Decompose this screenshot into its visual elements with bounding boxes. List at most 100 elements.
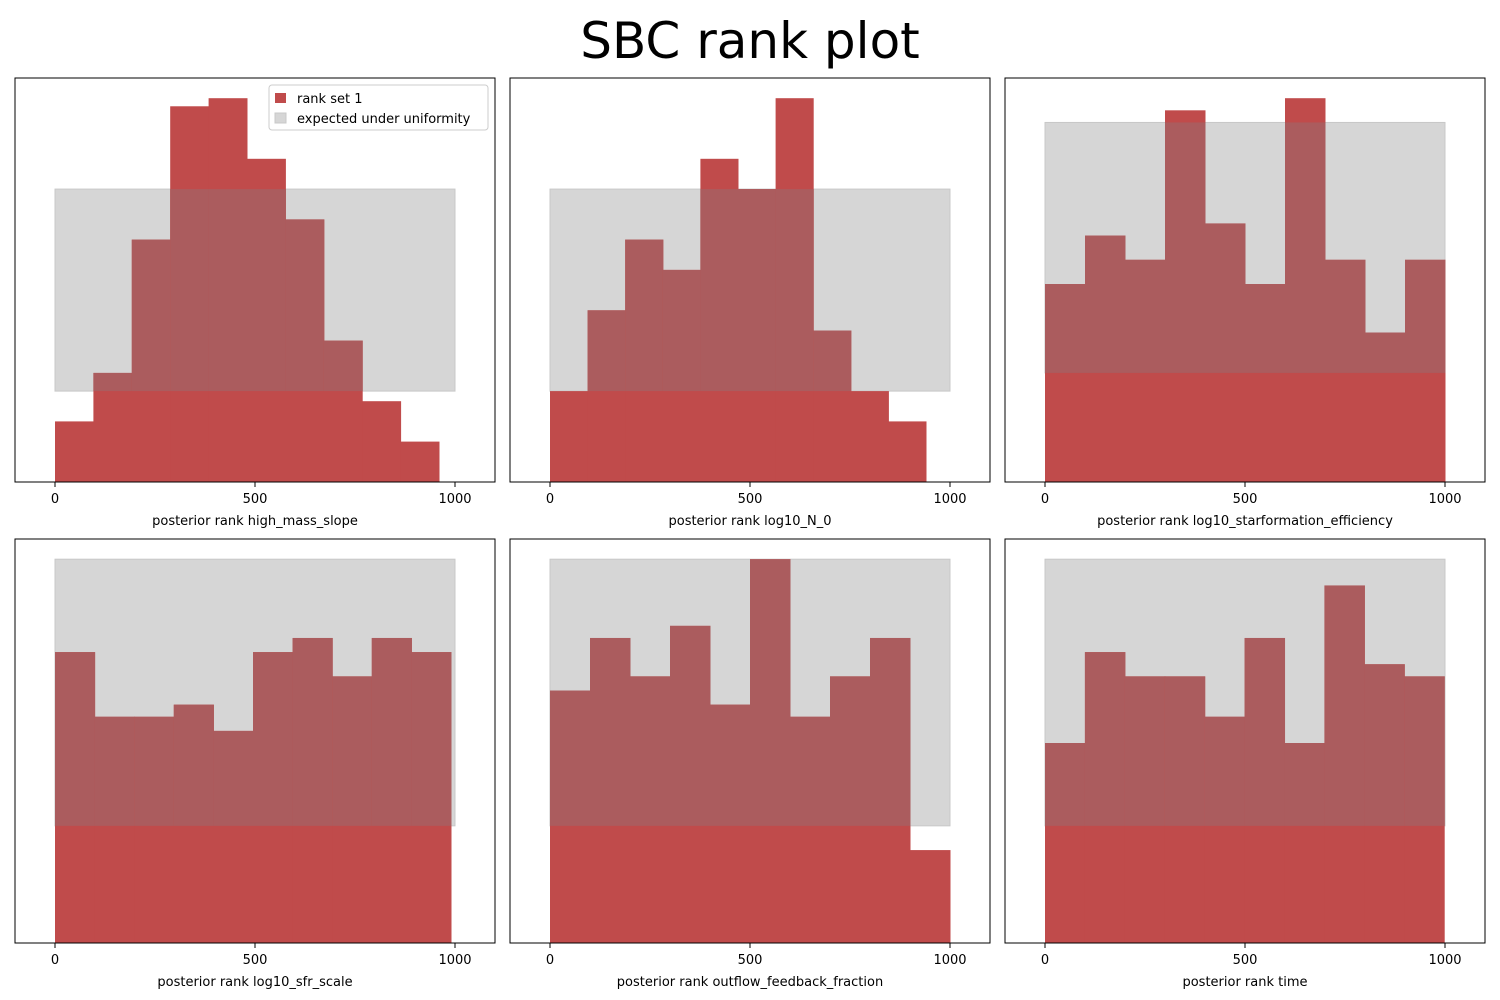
bar-overlap <box>587 310 626 392</box>
bar-overlap <box>1204 716 1246 826</box>
histogram-bar <box>55 421 94 482</box>
histogram-bar <box>332 676 373 943</box>
histogram-bar <box>738 189 777 482</box>
x-axis-label: posterior rank log10_N_0 <box>668 514 831 529</box>
histogram-bar <box>1045 284 1086 482</box>
histogram-bar <box>371 637 412 943</box>
bar-overlap <box>1285 122 1326 373</box>
histogram-bar <box>910 850 951 943</box>
x-tick-label: 1000 <box>438 953 471 968</box>
histogram-bar <box>1124 676 1166 943</box>
histogram-bar <box>1284 743 1325 943</box>
x-tick-label: 500 <box>243 492 268 507</box>
histogram-bar <box>1244 637 1286 943</box>
histogram-bar <box>550 391 589 482</box>
x-tick-label: 1000 <box>1428 953 1461 968</box>
subplot-5: 0 500 1000 posterior rank outflow_feedback_… <box>509 538 991 990</box>
bar-overlap <box>134 716 175 826</box>
histogram-bar <box>830 676 871 943</box>
bar-overlap <box>131 239 171 392</box>
x-tick-label: 0 <box>1041 492 1049 507</box>
histogram-bar <box>888 421 927 482</box>
bar-overlap <box>630 676 671 826</box>
bar-overlap <box>1404 676 1445 826</box>
legend-swatch <box>275 93 286 103</box>
bar-overlap <box>1205 223 1246 373</box>
x-tick-label: 1000 <box>933 492 966 507</box>
x-tick-label: 0 <box>51 953 59 968</box>
bar-overlap <box>371 637 412 826</box>
bar-overlap <box>830 676 871 826</box>
histogram-bar <box>662 269 701 482</box>
bar-overlap <box>411 652 452 826</box>
x-axis-label: posterior rank log10_starformation_effic… <box>1097 514 1393 529</box>
bar-overlap <box>750 559 791 826</box>
histogram-bar <box>630 676 671 943</box>
bar-overlap <box>1405 259 1446 373</box>
bar-overlap <box>1124 676 1166 826</box>
bar-overlap <box>550 690 591 826</box>
x-tick-label: 500 <box>738 953 763 968</box>
subplot-4: 0 500 1000 posterior rank log10_sfr_scale <box>14 538 496 990</box>
bar-overlap <box>710 704 751 826</box>
bar-overlap <box>1245 284 1286 373</box>
histogram-bar <box>590 637 631 943</box>
histogram-bar <box>292 637 333 943</box>
histogram-bar <box>1404 676 1445 943</box>
bar-overlap <box>1045 743 1086 826</box>
bar-body <box>55 421 94 482</box>
histogram-bar <box>93 372 133 482</box>
subplot-1: 0 500 1000 posterior rank high_mass_slope <box>14 77 496 529</box>
bar-overlap <box>1125 259 1166 373</box>
x-tick-label: 500 <box>738 492 763 507</box>
histogram-bar <box>790 716 831 943</box>
histogram-bar <box>1365 332 1406 482</box>
bar-overlap <box>247 189 286 392</box>
bar-overlap <box>1364 664 1405 826</box>
x-axis-label: posterior rank time <box>1182 975 1307 990</box>
bar-overlap <box>1164 676 1206 826</box>
x-tick-label: 500 <box>243 953 268 968</box>
histogram-bar <box>173 704 214 943</box>
histogram-bar <box>170 106 210 482</box>
histogram-bar <box>870 637 911 943</box>
bar-body <box>850 391 889 482</box>
subplot-3: 0 500 1000 posterior rank log10_starformati… <box>1004 77 1486 529</box>
histogram-bar <box>1204 716 1246 943</box>
histogram-bar <box>94 716 135 943</box>
histogram-bar <box>1164 676 1206 943</box>
histogram-bar <box>208 98 248 482</box>
bar-overlap <box>323 340 363 392</box>
bar-overlap <box>775 189 814 392</box>
x-axis-label: posterior rank outflow_feedback_fraction <box>617 975 883 990</box>
bar-overlap <box>590 637 631 826</box>
x-tick-label: 1000 <box>438 492 471 507</box>
legend-swatch <box>274 112 287 124</box>
legend-label: expected under uniformity <box>297 112 471 127</box>
bar-overlap <box>285 219 325 392</box>
histogram-bar <box>710 704 751 943</box>
histogram-bar <box>1324 585 1365 943</box>
histogram-bar <box>134 716 175 943</box>
x-tick-label: 500 <box>1233 492 1258 507</box>
histogram-bar <box>1205 223 1246 482</box>
x-tick-label: 0 <box>1041 953 1049 968</box>
x-tick-label: 0 <box>51 492 59 507</box>
bar-overlap <box>208 189 248 392</box>
subplot-2: 0 500 1000 posterior rank log10_N_0 <box>509 77 991 529</box>
subplot-6: 0 500 1000 posterior rank time <box>1004 538 1486 990</box>
histogram-bar <box>285 219 325 482</box>
figure-title: SBC rank plot <box>580 12 920 70</box>
histogram-bar <box>247 158 286 483</box>
bar-overlap <box>292 637 333 826</box>
bar-body <box>362 401 402 482</box>
x-tick-label: 1000 <box>933 953 966 968</box>
histogram-bar <box>670 625 711 943</box>
bar-overlap <box>662 269 701 392</box>
histogram-bar <box>700 158 739 483</box>
histogram-bar <box>1125 259 1166 482</box>
bar-body <box>910 850 951 943</box>
histogram-bar <box>587 310 626 482</box>
histogram-bar <box>1245 284 1286 482</box>
bar-overlap <box>790 716 831 826</box>
